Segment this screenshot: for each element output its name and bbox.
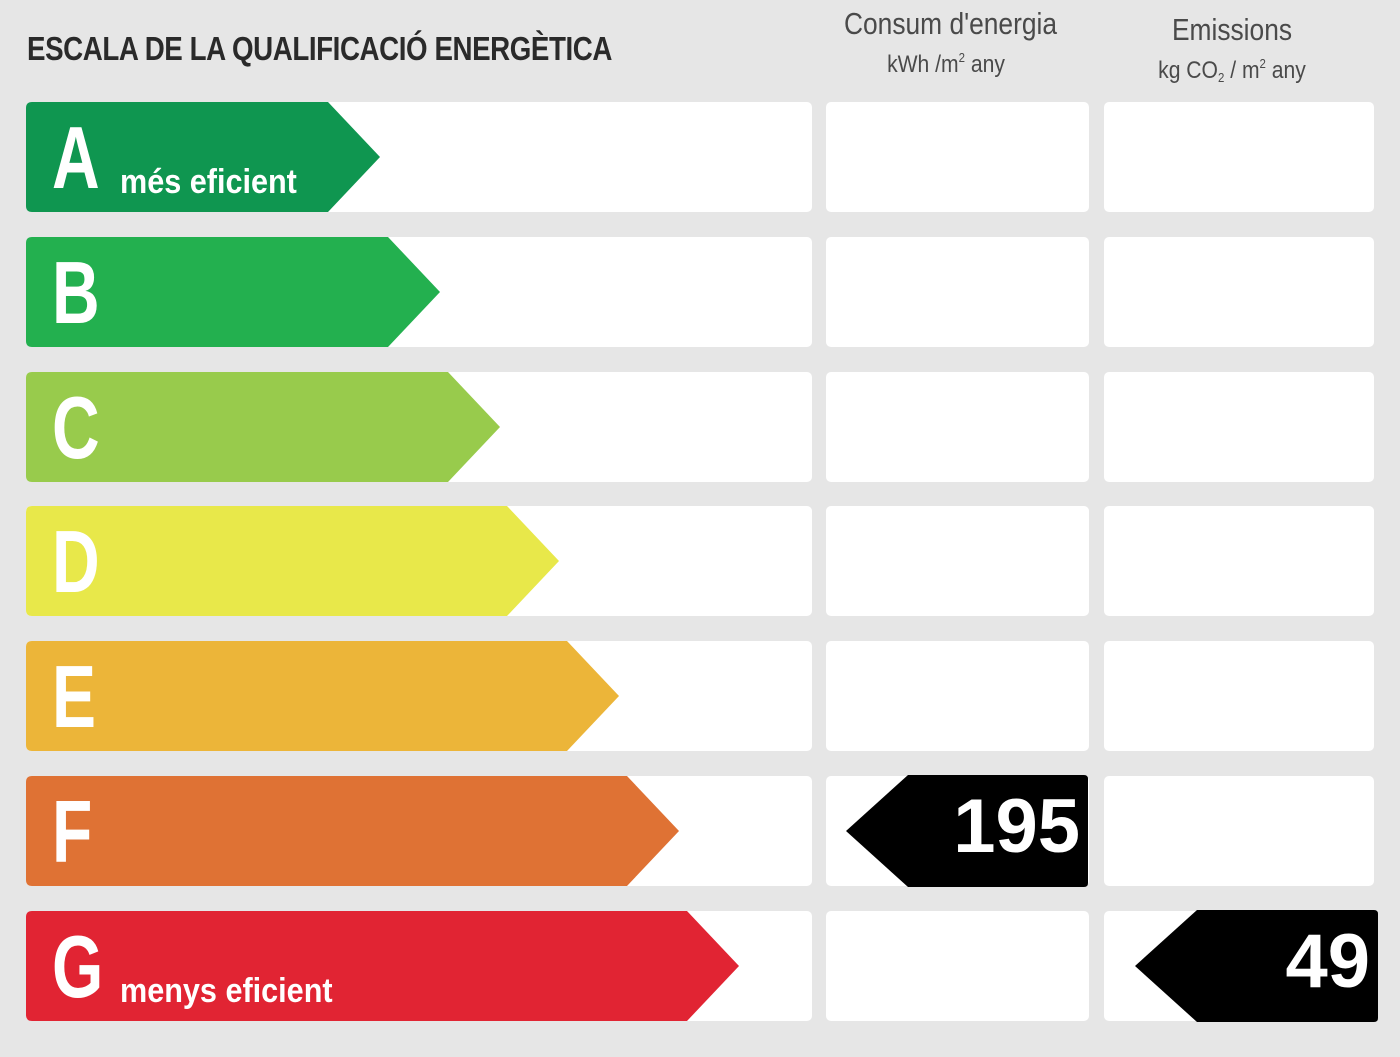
rating-letter-c: C [52, 378, 100, 477]
row-f-emis-cell [1104, 776, 1374, 886]
consum-indicator-value: 195 [953, 784, 1080, 869]
consum-unit: kWh /m2 any [887, 50, 1005, 78]
row-b-emis-cell [1104, 237, 1374, 347]
consum-indicator: 195 [846, 775, 1088, 887]
consum-column-header: Consum d'energia kWh /m2 any [826, 6, 1066, 79]
rating-letter-d: D [52, 512, 100, 611]
page-title: ESCALA DE LA QUALIFICACIÓ ENERGÈTICA [27, 30, 612, 67]
row-c-consum-cell [826, 372, 1089, 482]
rating-arrow-b: B [26, 237, 440, 347]
rating-arrow-c: C [26, 372, 500, 482]
rating-label-a: més eficient [120, 163, 297, 201]
rating-letter-e: E [52, 647, 97, 746]
row-b-consum-cell [826, 237, 1089, 347]
rating-letter-a: A [52, 108, 100, 207]
row-g-consum-cell [826, 911, 1089, 1021]
row-e-consum-cell [826, 641, 1089, 751]
emissions-column-header: Emissions kg CO2 / m2 any [1104, 12, 1360, 85]
rating-letter-f: F [52, 782, 93, 881]
row-c-emis-cell [1104, 372, 1374, 482]
emissions-title: Emissions [1171, 12, 1293, 47]
emissions-indicator-value: 49 [1285, 919, 1370, 1004]
row-d-consum-cell [826, 506, 1089, 616]
emissions-unit: kg CO2 / m2 any [1158, 56, 1306, 85]
rating-label-g: menys eficient [120, 972, 333, 1010]
row-d-emis-cell [1104, 506, 1374, 616]
row-a-consum-cell [826, 102, 1089, 212]
rating-letter-g: G [52, 917, 104, 1016]
rating-letter-b: B [52, 243, 100, 342]
row-a-emis-cell [1104, 102, 1374, 212]
row-e-emis-cell [1104, 641, 1374, 751]
emissions-indicator: 49 [1135, 910, 1378, 1022]
rating-arrow-e: E [26, 641, 619, 751]
consum-title: Consum d'energia [844, 6, 1058, 41]
rating-arrow-d: D [26, 506, 559, 616]
rating-arrow-f: F [26, 776, 679, 886]
